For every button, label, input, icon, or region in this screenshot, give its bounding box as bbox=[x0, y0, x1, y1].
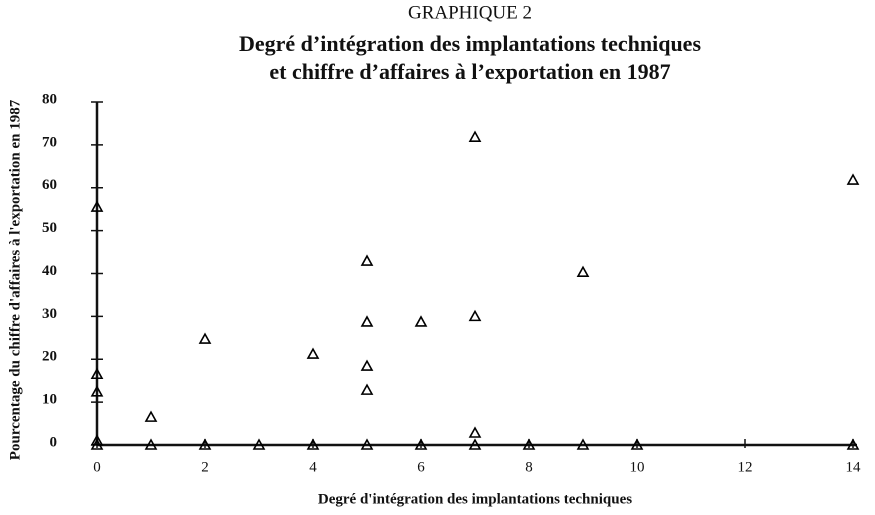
point bbox=[360, 383, 374, 395]
point bbox=[306, 438, 320, 450]
point bbox=[306, 347, 320, 359]
y-tick-label: 60 bbox=[42, 177, 57, 193]
point bbox=[144, 410, 158, 422]
point bbox=[90, 200, 104, 212]
point bbox=[90, 385, 104, 397]
point bbox=[630, 438, 644, 450]
y-tick-label: 10 bbox=[42, 392, 57, 408]
y-tick-label: 0 bbox=[50, 434, 58, 450]
x-tick-label: 12 bbox=[738, 459, 753, 475]
x-tick-label: 10 bbox=[630, 459, 645, 475]
point bbox=[846, 173, 860, 185]
point bbox=[144, 438, 158, 450]
y-tick-label: 80 bbox=[42, 91, 57, 107]
x-axis-label: Degré d'intégration des implantations te… bbox=[318, 491, 632, 507]
x-tick-label: 4 bbox=[309, 459, 317, 475]
point bbox=[846, 438, 860, 450]
point bbox=[90, 434, 104, 446]
point bbox=[198, 332, 212, 344]
point bbox=[414, 315, 428, 327]
x-tick-label: 14 bbox=[846, 459, 862, 475]
point bbox=[468, 309, 482, 322]
point bbox=[468, 426, 482, 438]
point bbox=[522, 438, 536, 450]
point bbox=[414, 438, 428, 450]
point bbox=[360, 359, 374, 371]
point bbox=[576, 265, 590, 278]
point bbox=[576, 438, 590, 450]
point bbox=[198, 438, 212, 450]
chart-title: Degré d’intégration des implantations te… bbox=[239, 31, 701, 56]
x-tick-label: 0 bbox=[93, 459, 101, 475]
chart-title: et chiffre d’affaires à l’exportation en… bbox=[269, 59, 670, 84]
y-tick-label: 20 bbox=[42, 349, 57, 365]
y-tick-label: 50 bbox=[42, 220, 57, 236]
x-tick-label: 8 bbox=[525, 459, 533, 475]
y-tick-label: 70 bbox=[42, 134, 57, 150]
x-tick-label: 6 bbox=[417, 459, 425, 475]
point bbox=[360, 254, 374, 266]
point bbox=[360, 438, 374, 450]
chart-supertitle: GRAPHIQUE 2 bbox=[408, 2, 532, 23]
point bbox=[90, 367, 104, 380]
y-tick-label: 40 bbox=[42, 263, 57, 279]
y-axis-label: Pourcentage du chiffre d'affaires à l'ex… bbox=[7, 99, 23, 460]
point bbox=[468, 438, 482, 450]
y-tick-label: 30 bbox=[42, 306, 57, 322]
point bbox=[360, 315, 374, 327]
point bbox=[252, 438, 266, 450]
point bbox=[90, 438, 104, 450]
point bbox=[468, 130, 482, 142]
x-tick-label: 2 bbox=[201, 459, 209, 475]
